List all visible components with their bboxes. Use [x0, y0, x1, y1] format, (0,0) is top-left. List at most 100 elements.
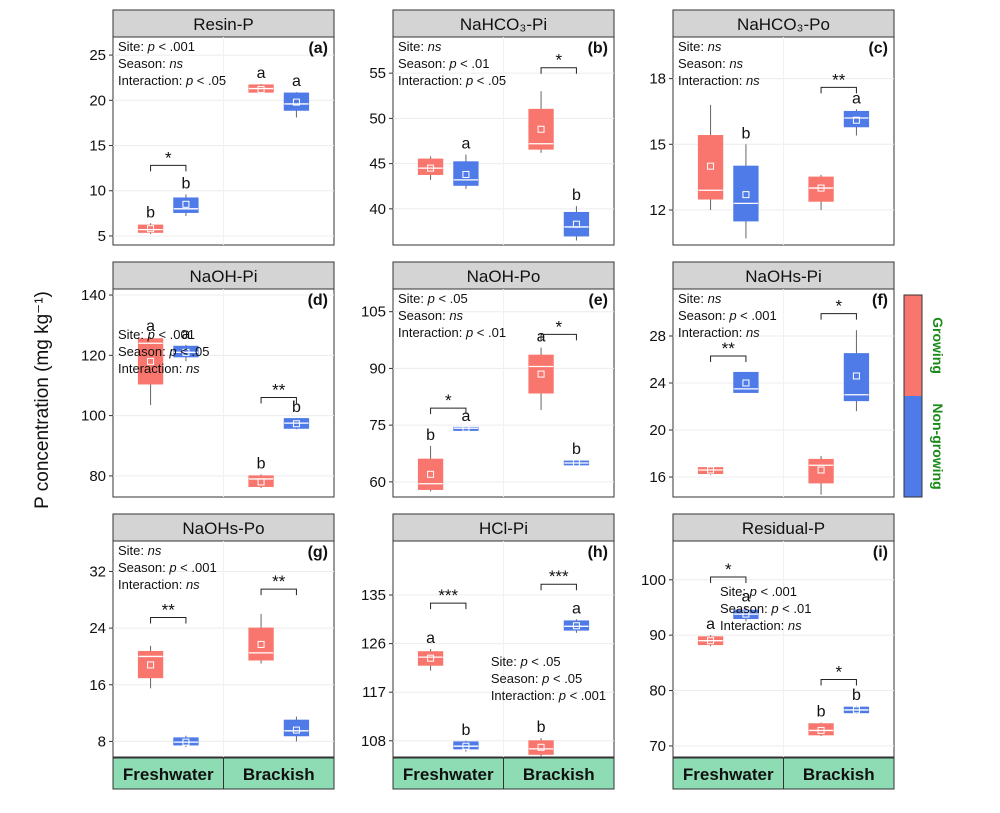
mean-marker: [182, 200, 190, 208]
panel-title-strip: [112, 9, 335, 38]
significance-label: **: [272, 381, 286, 400]
tick-label: 135: [361, 587, 386, 604]
mean-marker: [427, 470, 435, 478]
mean-marker: [817, 466, 825, 474]
tick-label: 20: [649, 422, 666, 439]
stat-line: Season: p < .01: [720, 601, 811, 616]
box-freshwater-non-growing: a: [733, 588, 759, 622]
box-brackish-growing: [808, 455, 834, 495]
box-brackish-non-growing: b: [843, 687, 870, 714]
stat-line: Season: p < .001: [678, 308, 777, 323]
group-letter: b: [257, 455, 266, 472]
mean-marker: [182, 348, 190, 356]
tick-label: 18: [649, 71, 666, 88]
stat-line: Site: p < .001: [118, 327, 195, 342]
x-category-strip: [783, 757, 895, 790]
box-brackish-non-growing: [283, 716, 310, 742]
panel-title: NaOH-Po: [467, 267, 541, 286]
panel-title: Residual-P: [742, 519, 825, 538]
significance-bracket: [710, 355, 747, 362]
x-category-label: Freshwater: [683, 765, 774, 784]
group-letter: b: [461, 722, 470, 739]
x-category-label: Freshwater: [403, 765, 494, 784]
group-letter: b: [741, 125, 750, 142]
mean-marker: [292, 726, 300, 734]
box-body: [563, 620, 590, 631]
group-letter: a: [852, 90, 861, 107]
significance-label: *: [725, 560, 732, 579]
stat-line: Interaction: ns: [678, 73, 760, 88]
mean-marker: [257, 85, 265, 93]
group-letter: a: [426, 630, 435, 647]
panel-tag: (e): [588, 292, 608, 309]
mean-marker: [257, 478, 265, 486]
box-freshwater-growing: b: [137, 204, 164, 235]
box-body: [563, 211, 590, 237]
mean-marker: [427, 164, 435, 172]
significance-bracket: [820, 313, 857, 320]
stats-annotation: Site: p < .001 Season: ns Interaction: p <…: [118, 39, 226, 88]
significance-label: *: [165, 148, 172, 167]
panel-tag: (h): [588, 544, 608, 561]
tick-label: 28: [649, 328, 666, 345]
significance-label: *: [835, 297, 842, 316]
group-letter: a: [706, 616, 715, 633]
box-brackish-non-growing: b: [563, 441, 590, 467]
mean-marker: [462, 424, 470, 432]
tick-label: 100: [641, 572, 666, 589]
significance-brackish: ***: [540, 567, 577, 591]
significance-label: *: [445, 391, 452, 410]
group-letter: a: [257, 65, 266, 82]
box-body: [137, 650, 164, 679]
box-body: [137, 224, 164, 233]
mean-marker: [572, 220, 580, 228]
significance-freshwater: **: [150, 600, 187, 624]
box-freshwater-non-growing: b: [453, 722, 479, 752]
stat-line: Site: p < .001: [118, 39, 195, 54]
significance-freshwater: *: [710, 560, 747, 583]
panel-tag: (b): [588, 40, 608, 57]
significance-freshwater: *: [430, 391, 467, 415]
stat-line: Season: ns: [118, 56, 184, 71]
stats-annotation: Site: p < .05 Season: p < .05 Interaction:…: [491, 654, 606, 703]
tick-label: 117: [362, 684, 386, 701]
mean-marker: [707, 162, 715, 170]
box-freshwater-growing: b: [417, 427, 444, 492]
significance-bracket: [260, 397, 297, 404]
significance-brackish: **: [260, 381, 297, 404]
x-category-strip: [223, 757, 335, 790]
mean-marker: [537, 125, 545, 133]
legend-frame: [903, 294, 923, 498]
mean-marker: [572, 459, 580, 467]
panel-d: NaOH-Pi 80 100 120 140 a a b b ** Site: p < .001 Se…: [81, 261, 335, 498]
stat-line: Season: p < .01: [398, 56, 489, 71]
significance-bracket: [150, 164, 187, 172]
significance-label: *: [835, 662, 842, 681]
box-freshwater-non-growing: [733, 371, 759, 393]
mean-marker: [707, 637, 715, 645]
stat-line: Interaction: p < .05: [118, 73, 226, 88]
box-freshwater-non-growing: b: [173, 175, 199, 217]
panel-b: NaHCO₃-Pi 40 45 50 55 a b * Site: ns Season: p < …: [369, 9, 615, 246]
x-category-label: Brackish: [523, 765, 595, 784]
stat-line: Interaction: ns: [118, 361, 200, 376]
x-category-strip: [392, 757, 504, 790]
panel-title: NaOH-Pi: [189, 267, 257, 286]
mean-marker: [707, 466, 715, 474]
significance-bracket: [820, 678, 857, 686]
stat-line: Site: p < .001: [720, 584, 797, 599]
stat-line: Interaction: p < .05: [398, 73, 506, 88]
tick-label: 16: [649, 469, 666, 486]
panel-title-strip: [112, 513, 335, 542]
box-body: [733, 165, 759, 222]
panel-title-strip: [392, 9, 615, 38]
panel-tag: (g): [308, 544, 328, 561]
tick-label: 20: [89, 92, 106, 109]
significance-freshwater: *: [150, 148, 187, 172]
box-body: [173, 197, 199, 213]
tick-label: 5: [98, 228, 106, 245]
significance-bracket: [430, 407, 467, 415]
group-letter: b: [817, 704, 826, 721]
